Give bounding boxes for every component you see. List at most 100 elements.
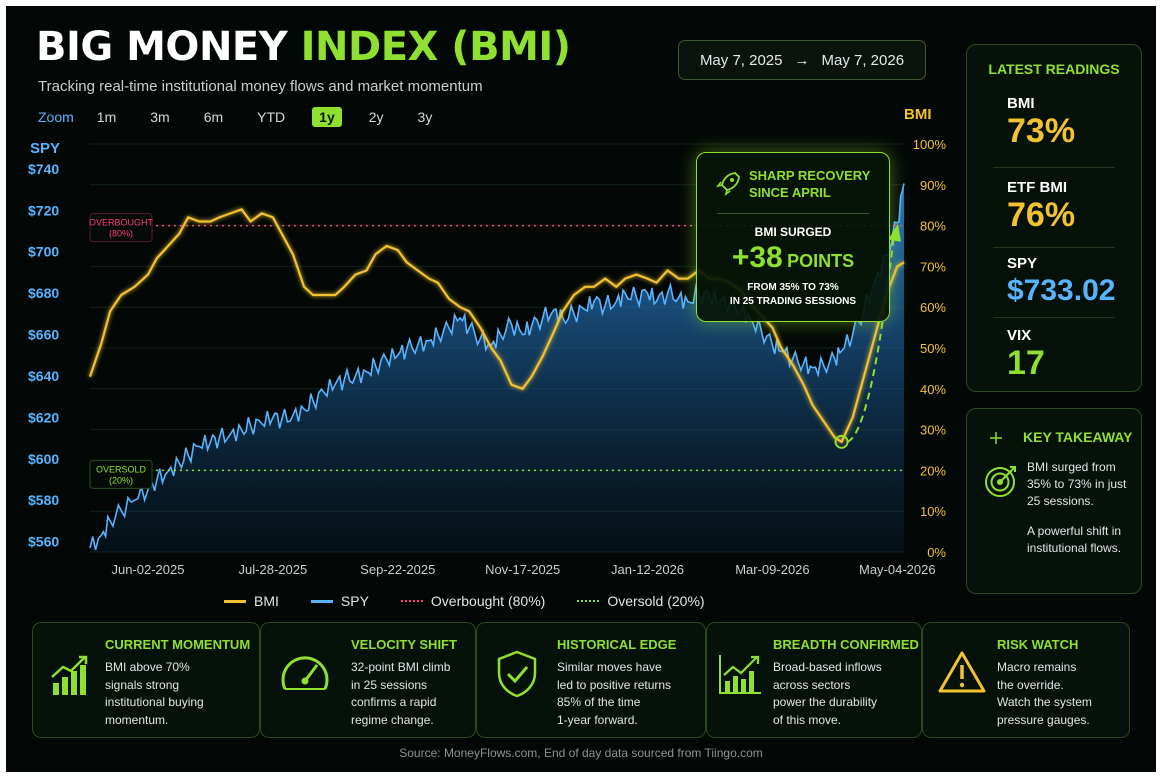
spy-tick-label: $660 [28,327,59,343]
legend-label-oversold: Oversold (20%) [607,593,705,609]
bmi-tick-label: 30% [920,423,946,438]
legend-label-spy: SPY [340,593,369,609]
target-icon [985,466,1016,497]
spy-tick-label: $680 [28,285,59,301]
reading-etf-bmi: ETF BMI 76% [1007,179,1075,234]
reading-label: VIX [1007,327,1032,344]
card-body-line: momentum. [105,712,169,727]
date-range-selector[interactable]: May 7, 2025 → May 7, 2026 [678,40,926,80]
card-breadth-confirmed: BREADTH CONFIRMED Broad-based inflows acr… [706,622,922,738]
card-body: Macro remains the override. Watch the syst… [997,659,1092,729]
zoom-1m-button[interactable]: 1m [96,109,117,125]
spy-tick-label: $740 [28,161,59,177]
callout-big-value: +38 POINTS [697,241,889,275]
bmi-series-line [88,207,905,444]
zoom-ytd-button[interactable]: YTD [257,109,286,125]
reading-label: BMI [1007,95,1035,112]
card-title: CURRENT MOMENTUM [105,637,251,652]
date-tick-label: Sep-22-2025 [360,562,435,577]
reading-bmi: BMI 73% [1007,95,1075,150]
card-body-line: led to positive returns [557,677,672,692]
latest-readings-title: LATEST READINGS [988,61,1120,77]
key-takeaway-text2: A powerful shift in institutional flows. [1027,524,1122,555]
zoom-3y-button[interactable]: 3y [417,109,433,125]
reading-vix: VIX 17 [1007,327,1045,382]
spy-tick-label: $600 [28,451,59,467]
card-body-line: across sectors [773,677,851,692]
card-body-line: institutional buying [105,695,204,709]
threshold-label-line2: (20%) [109,475,133,485]
callout-line3: FROM 35% TO 73% [747,282,839,293]
date-tick-label: Jan-12-2026 [611,562,684,577]
legend-spy[interactable]: SPY [310,593,369,609]
card-body-line: 85% of the time [557,695,641,709]
card-title: RISK WATCH [997,637,1079,652]
chart: OVERBOUGHT(80%) OVERSOLD(20%) $560 $580 $60… [28,137,946,577]
card-body-line: power the durability [773,695,878,709]
zoom-bar: Zoom 1m 3m 6m YTD 1y 2y 3y [38,106,459,128]
speedometer-icon [281,656,329,690]
date-tick-label: Jun-02-2025 [111,562,184,577]
bmi-tick-label: 70% [920,259,946,274]
zoom-2y-button[interactable]: 2y [368,109,384,125]
spy-tick-label: $720 [28,202,59,218]
threshold-label-line1: OVERSOLD [96,464,147,474]
reading-label: SPY [1007,255,1038,272]
card-body: Broad-based inflows across sectors power t… [773,659,882,729]
reading-value: $733.02 [1007,274,1116,307]
card-risk-watch: RISK WATCH Macro remains the override. Wat… [922,622,1130,738]
legend-oversold[interactable]: Oversold (20%) [577,593,705,609]
zoom-1y-button[interactable]: 1y [312,107,342,127]
card-body-line: regime change. [351,712,434,727]
threshold-label-box [89,459,153,489]
arrow-right-icon: → [794,51,810,69]
bmi-tick-label: 60% [920,300,946,315]
reading-divider [993,317,1115,318]
card-velocity-shift: VELOCITY SHIFT 32-point BMI climb in 25 s… [260,622,476,738]
legend-overbought[interactable]: Overbought (80%) [400,593,545,609]
shield-check-icon [497,650,537,698]
card-current-momentum: CURRENT MOMENTUM BMI above 70% signals st… [32,622,260,738]
bmi-low-marker [834,434,849,449]
callout-big-unit: POINTS [787,251,855,271]
date-tick-label: Jul-28-2025 [239,562,308,577]
card-body-line: Watch the system [997,695,1092,709]
reading-spy: SPY $733.02 [1007,255,1115,310]
card-body-line: the override. [997,677,1064,692]
legend-swatch-bmi [224,599,246,603]
zoom-3m-button[interactable]: 3m [150,109,170,125]
key-takeaway-text1: BMI surged from 35% to 73% in just 25 se… [1027,460,1127,508]
warning-icon [938,651,986,693]
card-title: HISTORICAL EDGE [557,637,677,652]
card-body-line: of this move. [773,712,842,727]
legend-swatch-spy [310,599,333,603]
date-end: May 7, 2026 [821,51,905,69]
legend-bmi[interactable]: BMI [224,593,279,609]
key-takeaway-panel: KEY TAKEAWAY BMI surged from 35% to 73% … [966,408,1142,594]
callout-line4: IN 25 TRADING SESSIONS [729,296,857,307]
spy-series-line [89,183,905,550]
date-tick-label: Mar-09-2026 [735,562,809,577]
card-body: Similar moves have led to positive return… [557,659,671,729]
bmi-tick-label: 40% [920,382,946,397]
bar-chart-up-icon [51,655,88,695]
bmi-tick-label: 20% [920,463,946,478]
card-body-line: BMI above 70% [105,660,190,674]
card-body-line: signals strong [105,677,180,692]
card-body-line: 1-year forward. [557,712,638,727]
date-axis-ticks: Jun-02-2025 Jul-28-2025 Sep-22-2025 Nov-17-… [111,562,935,577]
spy-tick-label: $560 [28,534,59,550]
bmi-axis-title: BMI [904,106,932,123]
threshold-label-box [89,213,153,243]
card-body: BMI above 70% signals strong institutional… [105,659,204,729]
card-body-line: confirms a rapid [351,695,437,709]
spy-tick-label: $640 [28,368,59,384]
card-body-line: pressure gauges. [997,712,1090,727]
spy-axis-ticks: $560 $580 $600 $620 $640 $660 $680 $700 $720 $740 [28,161,59,550]
callout-divider [717,213,869,214]
legend-swatch-oversold [577,600,600,602]
legend-swatch-overbought [400,600,423,602]
title-part-white: BIG MONEY [36,24,301,70]
zoom-6m-button[interactable]: 6m [203,109,224,125]
callout-line1: BMI SURGED [754,225,832,239]
